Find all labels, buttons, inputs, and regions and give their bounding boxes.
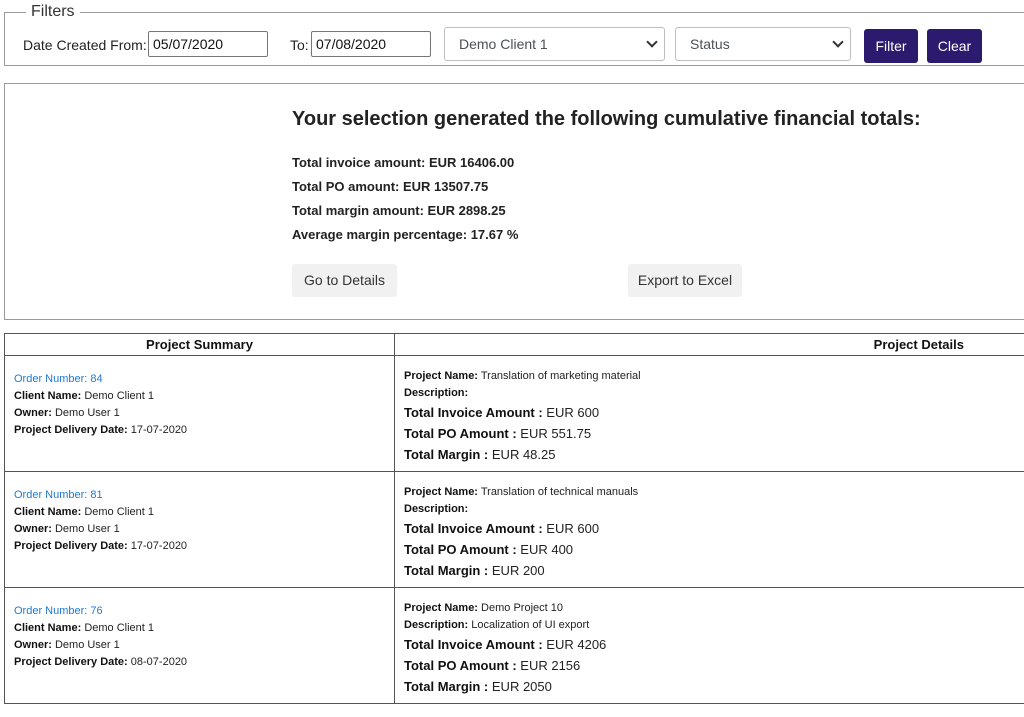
project-summary-cell: Order Number: 76 Client Name: Demo Clien… [4, 587, 395, 704]
totals-panel: Your selection generated the following c… [4, 83, 1024, 320]
project-details-cell: Project Name: Translation of technical m… [394, 471, 1024, 588]
table-row: Order Number: 76 Client Name: Demo Clien… [4, 587, 1024, 704]
clear-button[interactable]: Clear [927, 29, 982, 63]
total-po-value: EUR 400 [520, 542, 574, 557]
project-name-value: Translation of technical manuals [480, 486, 639, 498]
total-invoice-value: EUR 4206 [546, 637, 607, 652]
date-to-input[interactable]: 07/08/2020 [311, 31, 431, 57]
filters-legend: Filters [26, 2, 80, 22]
total-margin-value: EUR 200 [491, 563, 545, 578]
project-summary-cell: Order Number: 81 Client Name: Demo Clien… [4, 471, 395, 588]
owner-value: Demo User 1 [54, 407, 120, 419]
total-margin-label: Total Margin : [404, 563, 489, 578]
project-table: Project Summary Project Details Order Nu… [4, 333, 1024, 704]
delivery-date-label: Project Delivery Date: [14, 540, 128, 552]
client-name-value: Demo Client 1 [84, 622, 155, 634]
total-margin-value: EUR 2050 [491, 679, 552, 694]
total-po-label: Total PO Amount : [404, 542, 517, 557]
total-po-value: EUR 2156 [520, 658, 581, 673]
total-margin-value: EUR 48.25 [491, 447, 556, 462]
total-invoice-label: Total Invoice Amount : [404, 521, 543, 536]
total-po-value: EUR 551.75 [520, 426, 592, 441]
delivery-date-value: 08-07-2020 [130, 656, 188, 668]
description-label: Description: [404, 387, 469, 399]
owner-label: Owner: [14, 407, 52, 419]
total-invoice-value: EUR 600 [546, 521, 600, 536]
filters-panel: Filters Date Created From: 05/07/2020 To… [4, 2, 1024, 66]
delivery-date-value: 17-07-2020 [130, 540, 188, 552]
chevron-down-icon [832, 36, 844, 48]
client-name-value: Demo Client 1 [84, 390, 155, 402]
status-select-value: Status [690, 36, 730, 52]
owner-label: Owner: [14, 523, 52, 535]
chevron-down-icon [646, 36, 658, 48]
client-name-label: Client Name: [14, 506, 82, 518]
description-value: Localization of UI export [471, 619, 590, 631]
client-select-value: Demo Client 1 [459, 36, 548, 52]
client-select[interactable]: Demo Client 1 [444, 27, 665, 61]
order-number-link[interactable]: Order Number: 84 [14, 373, 103, 385]
project-summary-cell: Order Number: 84 Client Name: Demo Clien… [4, 355, 395, 472]
total-margin-label: Total Margin : [404, 447, 489, 462]
total-invoice-amount: Total invoice amount: EUR 16406.00 [292, 155, 515, 170]
total-invoice-label: Total Invoice Amount : [404, 637, 543, 652]
client-name-value: Demo Client 1 [84, 506, 155, 518]
filter-button[interactable]: Filter [864, 29, 918, 63]
delivery-date-label: Project Delivery Date: [14, 656, 128, 668]
status-select[interactable]: Status [675, 27, 851, 61]
totals-heading: Your selection generated the following c… [292, 108, 921, 130]
go-to-details-button[interactable]: Go to Details [292, 264, 397, 297]
total-po-label: Total PO Amount : [404, 658, 517, 673]
delivery-date-label: Project Delivery Date: [14, 424, 128, 436]
project-name-label: Project Name: [404, 602, 478, 614]
project-details-cell: Project Name: Translation of marketing m… [394, 355, 1024, 472]
project-name-value: Translation of marketing material [480, 370, 641, 382]
total-margin-label: Total Margin : [404, 679, 489, 694]
description-label: Description: [404, 619, 469, 631]
order-number-link[interactable]: Order Number: 81 [14, 489, 103, 501]
total-invoice-label: Total Invoice Amount : [404, 405, 543, 420]
description-label: Description: [404, 503, 469, 515]
total-invoice-value: EUR 600 [546, 405, 600, 420]
date-from-label: Date Created From: [23, 37, 147, 53]
order-number-link[interactable]: Order Number: 76 [14, 605, 103, 617]
project-name-value: Demo Project 10 [481, 602, 563, 614]
total-po-amount: Total PO amount: EUR 13507.75 [292, 179, 489, 194]
date-from-input[interactable]: 05/07/2020 [148, 31, 268, 57]
average-margin-percentage: Average margin percentage: 17.67 % [292, 227, 519, 242]
table-row: Order Number: 81 Client Name: Demo Clien… [4, 471, 1024, 588]
total-margin-amount: Total margin amount: EUR 2898.25 [292, 203, 506, 218]
client-name-label: Client Name: [14, 622, 82, 634]
project-details-header: Project Details [394, 333, 1024, 356]
table-row: Order Number: 84 Client Name: Demo Clien… [4, 355, 1024, 472]
project-details-cell: Project Name: Demo Project 10 Descriptio… [394, 587, 1024, 704]
project-name-label: Project Name: [404, 370, 478, 382]
client-name-label: Client Name: [14, 390, 82, 402]
owner-value: Demo User 1 [54, 523, 120, 535]
delivery-date-value: 17-07-2020 [130, 424, 188, 436]
owner-value: Demo User 1 [54, 639, 120, 651]
date-to-label: To: [290, 37, 309, 53]
export-to-excel-button[interactable]: Export to Excel [628, 264, 742, 297]
project-summary-header: Project Summary [4, 333, 395, 356]
project-name-label: Project Name: [404, 486, 478, 498]
owner-label: Owner: [14, 639, 52, 651]
total-po-label: Total PO Amount : [404, 426, 517, 441]
